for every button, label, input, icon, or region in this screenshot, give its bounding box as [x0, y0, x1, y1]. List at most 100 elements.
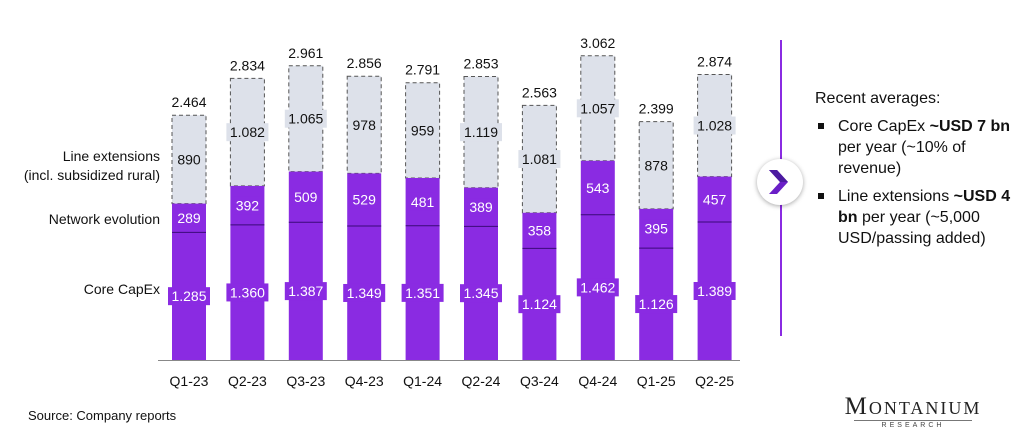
label-core-capex-Q3-23: 1.387 [288, 283, 323, 299]
label-network-evolution-Q3-23-bg [292, 187, 320, 206]
label-line-extensions-Q4-24: 1.057 [580, 100, 615, 116]
label-network-evolution-Q2-24: 389 [469, 199, 493, 215]
label-network-evolution-Q4-24-bg [584, 178, 612, 197]
panel-title: Recent averages: [815, 90, 941, 107]
label-total-Q4-24: 3.062 [580, 35, 615, 51]
x-tick-Q2-24: Q2-24 [462, 373, 501, 389]
bullet-core-capex-value: ~USD 7 bn [929, 118, 1011, 135]
label-network-evolution-Q3-24: 358 [528, 223, 552, 239]
legend-line-extensions: Line extensions (incl. subsidized rural) [0, 147, 160, 185]
recent-averages-panel: Recent averages: Core CapEx ~USD 7 bn pe… [815, 88, 1015, 256]
label-total-Q2-24: 2.853 [463, 56, 498, 72]
label-line-extensions-Q2-24-bg [460, 123, 502, 142]
bullet-line-extensions: Line extensions ~USD 4 bn per year (~5,0… [815, 186, 1015, 249]
label-core-capex-Q3-24-bg [518, 295, 561, 314]
label-line-extensions-Q2-23-bg [226, 123, 269, 142]
label-line-extensions-Q2-24: 1.119 [464, 124, 498, 140]
label-core-capex-Q1-25: 1.126 [639, 296, 674, 312]
label-total-Q1-23: 2.464 [171, 94, 206, 110]
label-core-capex-Q1-25-bg [635, 295, 678, 314]
label-core-capex-Q4-24: 1.462 [580, 279, 615, 295]
label-total-Q3-23: 2.961 [288, 45, 323, 61]
label-line-extensions-Q4-24-bg [576, 99, 619, 118]
label-core-capex-Q1-23-bg [168, 287, 210, 306]
label-line-extensions-Q1-24-bg [409, 121, 436, 140]
label-core-capex-Q4-23-bg [343, 283, 386, 302]
label-network-evolution-Q1-25: 395 [645, 221, 669, 237]
x-tick-Q3-23: Q3-23 [286, 373, 325, 389]
label-total-Q2-25: 2.874 [697, 53, 732, 69]
montanium-logo: Montanium RESEARCH [818, 393, 1008, 430]
label-network-evolution-Q1-25-bg [642, 219, 670, 238]
stacked-bar-chart: 1.285 289 890 2.464 Q1-23 1.360 392 1.082 2.834 Q… [158, 35, 740, 389]
label-core-capex-Q1-24-bg [401, 283, 444, 302]
x-tick-Q4-23: Q4-23 [345, 373, 384, 389]
label-line-extensions-Q3-23: 1.065 [288, 111, 323, 127]
x-tick-Q1-23: Q1-23 [170, 373, 209, 389]
label-line-extensions-Q2-25: 1.028 [697, 118, 732, 134]
label-network-evolution-Q1-24-bg [409, 192, 436, 211]
bullet-core-capex-post: per year (~10% of revenue) [838, 139, 966, 177]
bullet-line-extensions-post: per year (~5,000 USD/passing added) [838, 209, 986, 247]
label-total-Q3-24: 2.563 [522, 84, 557, 100]
label-line-extensions-Q1-24: 959 [411, 122, 435, 138]
label-core-capex-Q2-25: 1.389 [697, 283, 732, 299]
logo-wordmark: Montanium [844, 393, 982, 420]
label-total-Q1-24: 2.791 [405, 62, 440, 78]
label-core-capex-Q4-24-bg [576, 278, 619, 297]
x-tick-Q3-24: Q3-24 [520, 373, 559, 389]
label-line-extensions-Q2-23: 1.082 [230, 124, 265, 140]
x-tick-Q2-25: Q2-25 [695, 373, 734, 389]
label-network-evolution-Q2-25-bg [701, 190, 728, 209]
label-core-capex-Q2-23: 1.360 [230, 284, 265, 300]
x-tick-Q1-25: Q1-25 [637, 373, 676, 389]
label-line-extensions-Q3-24-bg [518, 150, 561, 169]
label-core-capex-Q2-24: 1.345 [463, 285, 498, 301]
label-total-Q1-25: 2.399 [639, 101, 674, 117]
bullet-core-capex: Core CapEx ~USD 7 bn per year (~10% of r… [815, 116, 1015, 179]
bullet-line-extensions-pre: Line extensions [838, 188, 954, 205]
legend-line-extensions-note: (incl. subsidized rural) [23, 167, 160, 183]
label-network-evolution-Q2-23: 392 [236, 197, 260, 213]
legend-core-capex: Core CapEx [83, 281, 160, 297]
label-network-evolution-Q3-23: 509 [294, 189, 318, 205]
label-line-extensions-Q1-23-bg [175, 150, 203, 169]
x-tick-Q4-24: Q4-24 [578, 373, 617, 389]
label-line-extensions-Q1-23: 890 [177, 151, 201, 167]
label-line-extensions-Q2-25-bg [693, 116, 736, 135]
label-core-capex-Q2-24-bg [460, 284, 502, 303]
label-line-extensions-Q3-24: 1.081 [522, 151, 557, 167]
bullet-core-capex-pre: Core CapEx [838, 118, 930, 135]
label-core-capex-Q4-23: 1.349 [347, 285, 382, 301]
label-core-capex-Q3-24: 1.124 [522, 296, 557, 312]
legend-line-extensions-title: Line extensions [62, 148, 160, 164]
label-network-evolution-Q1-23: 289 [177, 210, 201, 226]
bullet-marker [818, 123, 824, 129]
label-core-capex-Q1-23: 1.285 [171, 288, 206, 304]
label-line-extensions-Q1-25: 878 [645, 157, 669, 173]
label-total-Q2-23: 2.834 [230, 57, 265, 73]
chevron-right-icon [757, 159, 803, 205]
label-core-capex-Q2-23-bg [226, 283, 269, 302]
label-line-extensions-Q3-23-bg [284, 109, 327, 128]
label-core-capex-Q3-23-bg [284, 282, 327, 301]
label-network-evolution-Q2-25: 457 [703, 191, 727, 207]
label-network-evolution-Q2-24-bg [467, 198, 495, 217]
label-line-extensions-Q1-25-bg [642, 156, 670, 175]
label-core-capex-Q1-24: 1.351 [405, 285, 440, 301]
x-tick-Q2-23: Q2-23 [228, 373, 267, 389]
label-core-capex-Q2-25-bg [693, 281, 736, 300]
label-network-evolution-Q4-23-bg [350, 190, 378, 209]
label-network-evolution-Q4-23: 529 [353, 192, 377, 208]
label-network-evolution-Q1-24: 481 [411, 194, 435, 210]
label-line-extensions-Q4-23-bg [350, 115, 378, 134]
legend-network-evolution: Network evolution [48, 211, 160, 227]
label-network-evolution-Q4-24: 543 [586, 180, 610, 196]
logo-subtitle: RESEARCH [854, 420, 972, 429]
source-note: Source: Company reports [28, 408, 177, 423]
x-tick-Q1-24: Q1-24 [403, 373, 442, 389]
label-total-Q4-23: 2.856 [347, 55, 382, 71]
label-network-evolution-Q2-23-bg [234, 196, 261, 215]
label-network-evolution-Q3-24-bg [526, 221, 553, 240]
bullet-marker [818, 193, 824, 199]
